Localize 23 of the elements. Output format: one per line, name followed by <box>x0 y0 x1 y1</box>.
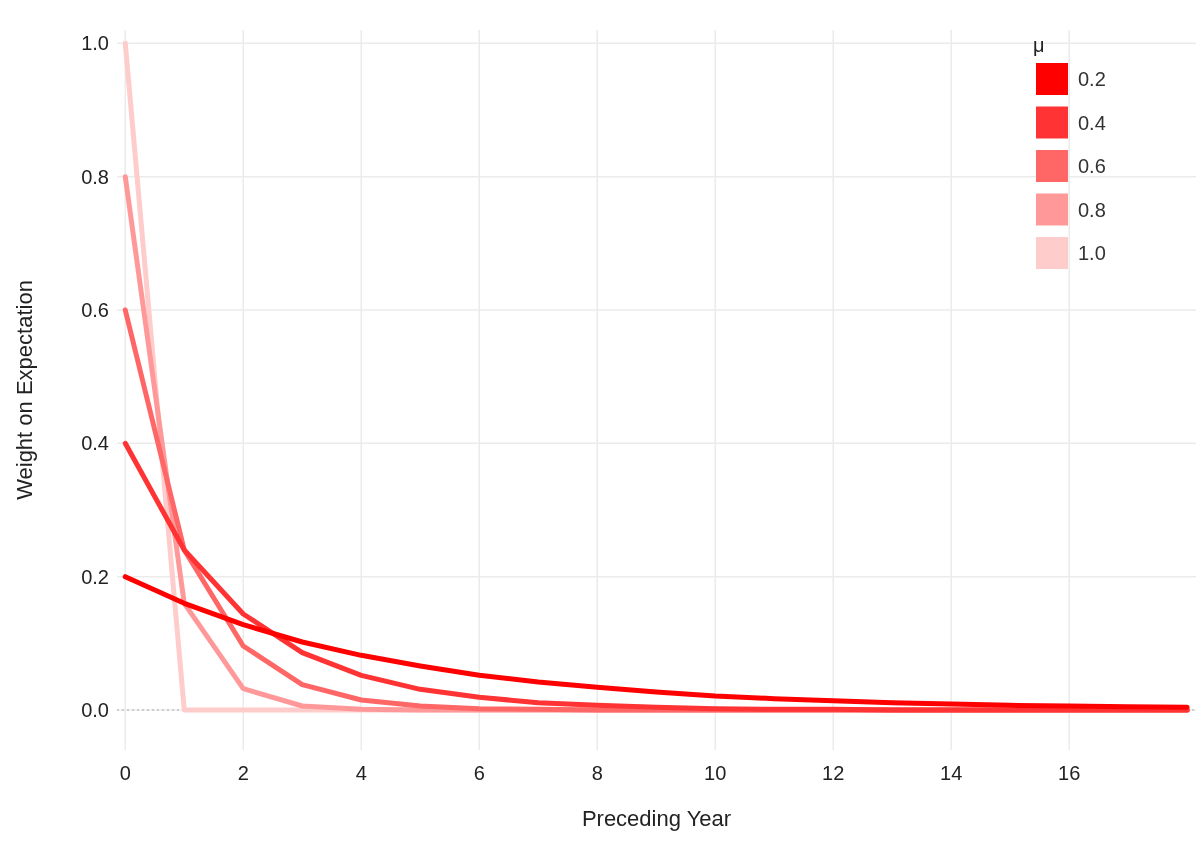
y-tick-label: 0.0 <box>81 699 109 721</box>
x-tick-label: 0 <box>119 762 131 784</box>
legend-label: 0.2 <box>1078 68 1106 90</box>
y-axis-title: Weight on Expectation <box>12 280 37 500</box>
y-tick-label: 0.4 <box>81 432 109 455</box>
x-tick-label: 2 <box>237 762 249 784</box>
legend-label: 0.6 <box>1078 155 1106 177</box>
y-tick-label: 0.8 <box>81 165 109 188</box>
y-tick-label: 1.0 <box>81 32 109 55</box>
x-tick-label: 10 <box>704 762 727 784</box>
x-tick-label: 12 <box>822 762 845 784</box>
x-tick-label: 4 <box>355 762 367 784</box>
x-tick-label: 16 <box>1058 762 1081 784</box>
legend-label: 0.4 <box>1078 111 1106 134</box>
x-tick-label: 6 <box>473 762 485 784</box>
y-tick-label: 0.2 <box>81 565 109 588</box>
legend-label: 0.8 <box>1078 198 1106 221</box>
legend-title: μ <box>1033 34 1045 56</box>
y-tick-label: 0.6 <box>81 299 109 321</box>
legend-label: 1.0 <box>1078 242 1106 264</box>
x-tick-label: 8 <box>591 762 603 784</box>
x-tick-label: 14 <box>940 762 963 784</box>
x-axis-title: Preceding Year <box>581 806 732 831</box>
